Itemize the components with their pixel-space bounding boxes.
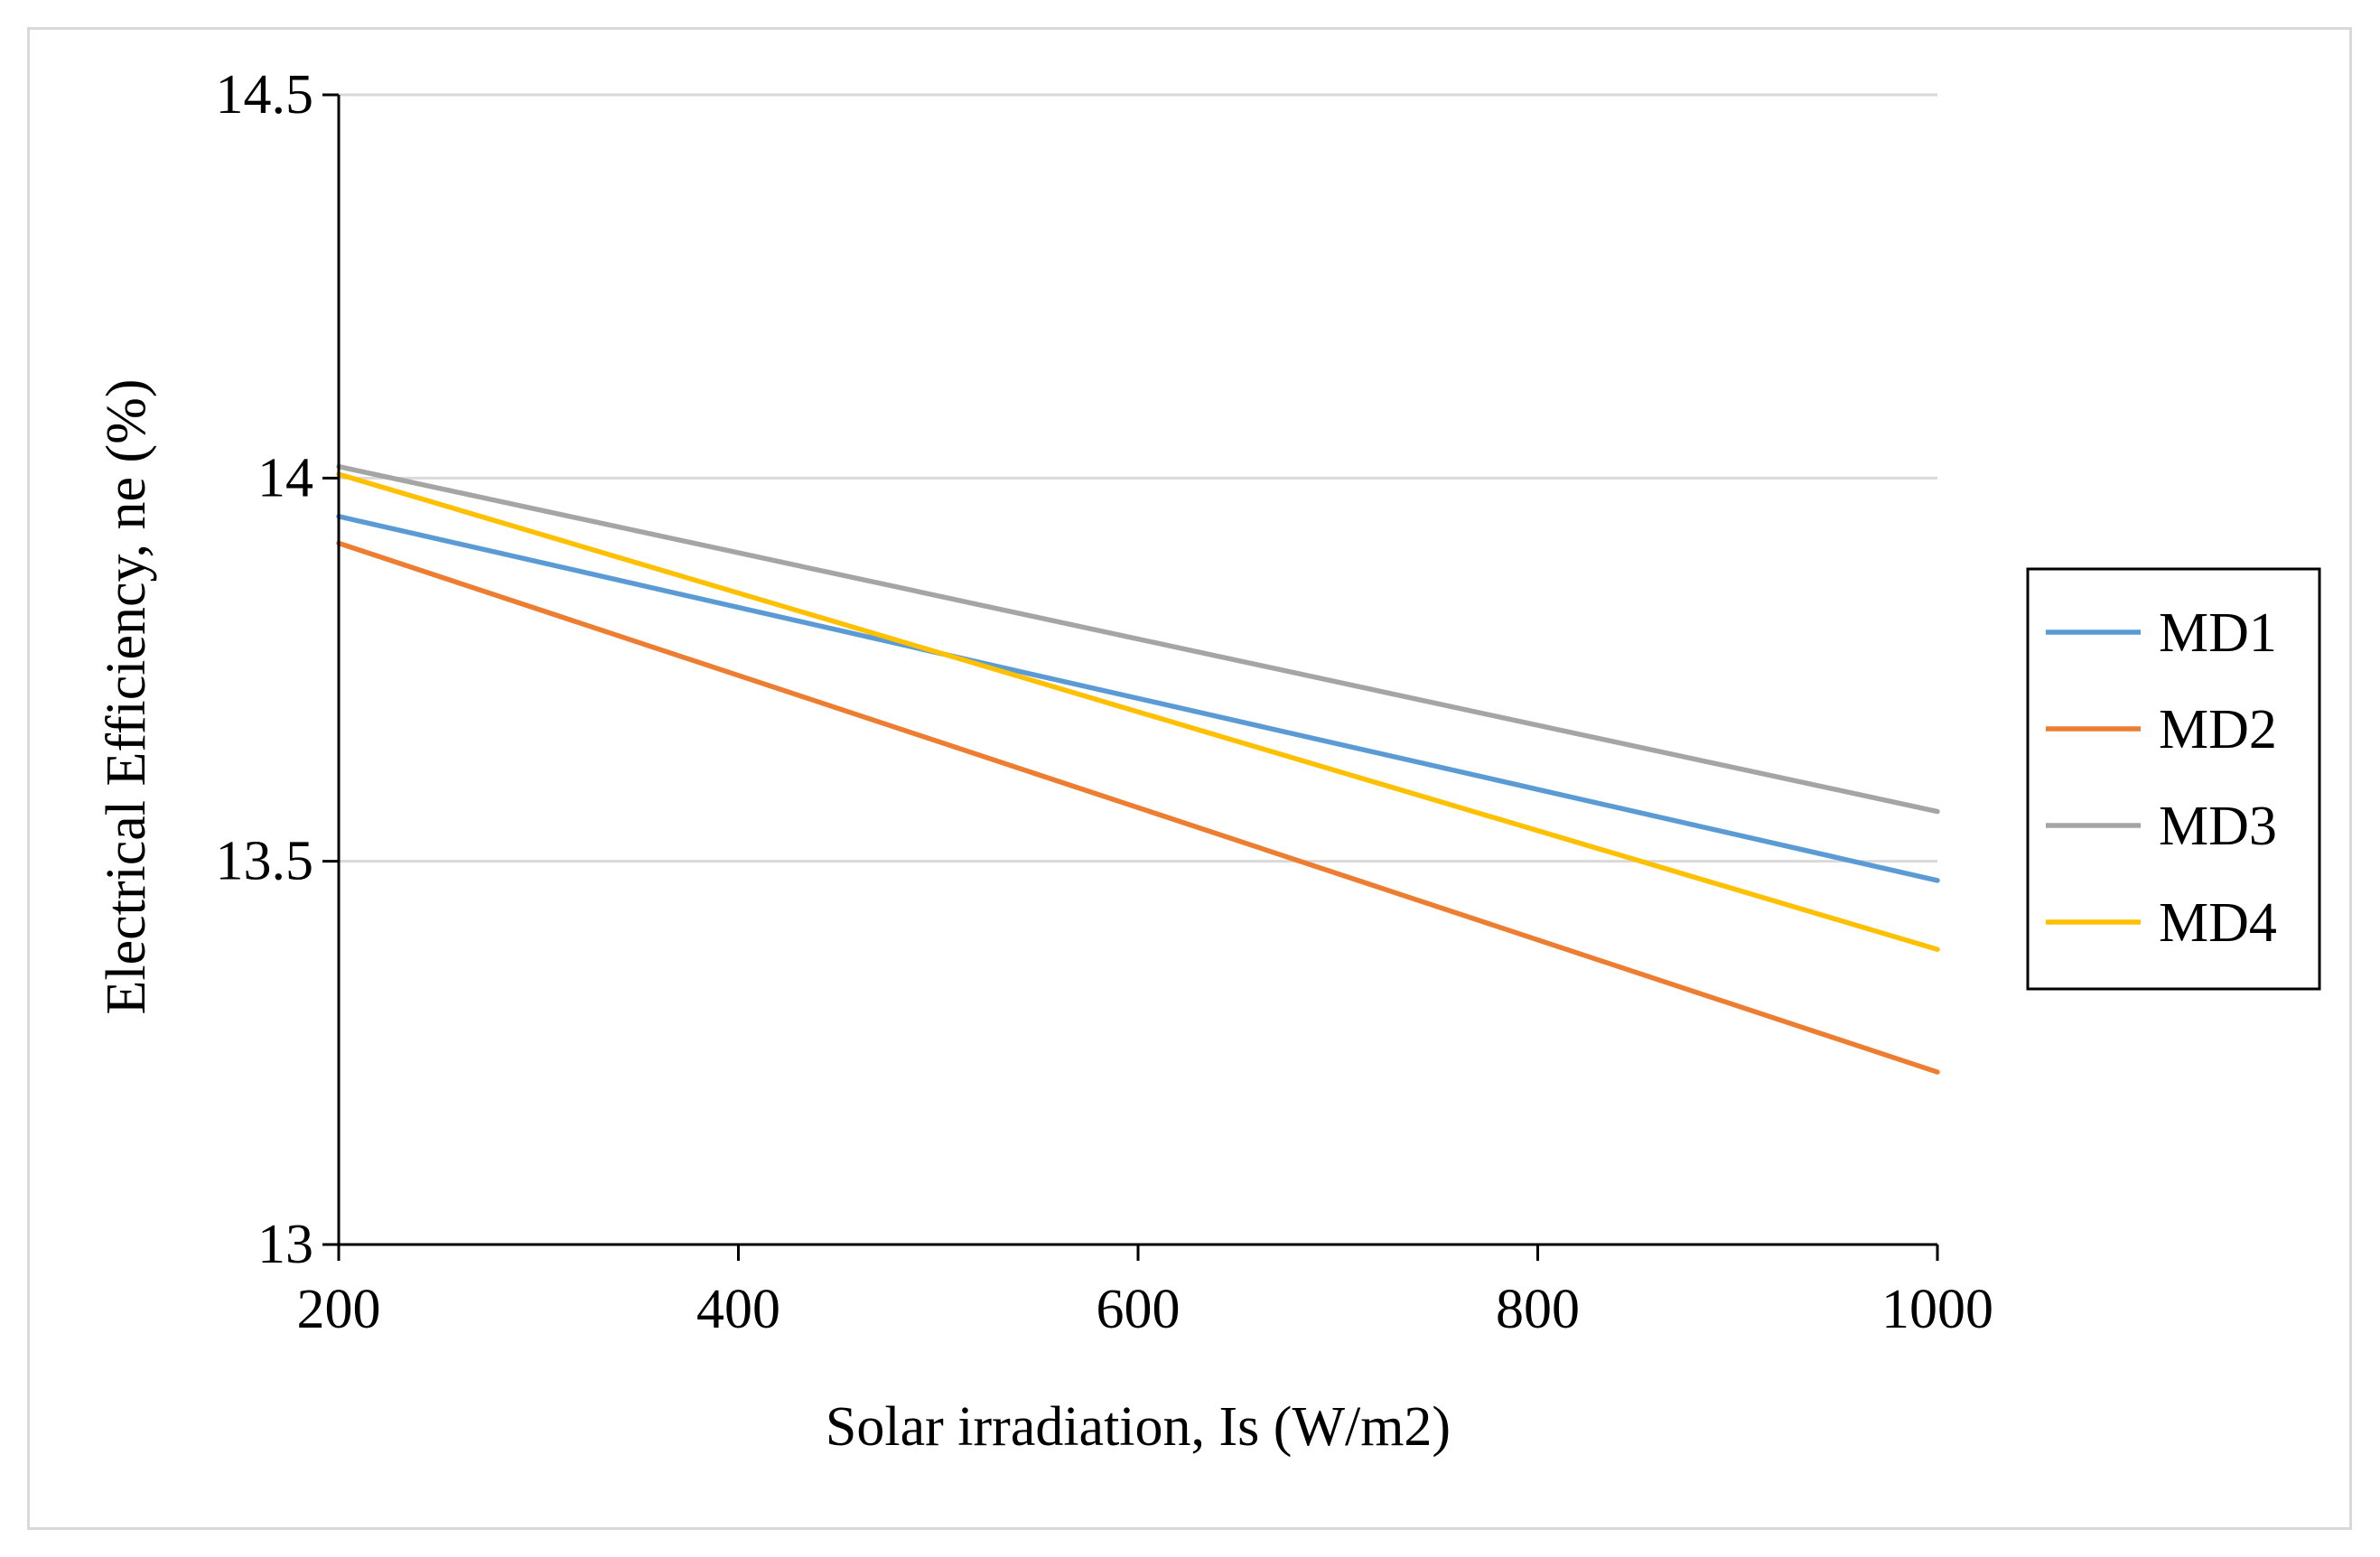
series-line-md4 <box>336 471 1940 953</box>
y-axis-title: Electrical Efficiency, ne (%) <box>96 379 157 1015</box>
x-tick-label: 400 <box>696 1279 780 1340</box>
y-tick-label: 13 <box>257 1214 313 1275</box>
legend-label-md1: MD1 <box>2159 602 2277 664</box>
axes <box>337 95 1937 1246</box>
x-tick-label: 600 <box>1097 1279 1181 1340</box>
y-tick-label: 14 <box>257 447 313 508</box>
y-tick-label: 14.5 <box>216 64 314 126</box>
series-line-md2 <box>336 540 1940 1075</box>
legend-label-md4: MD4 <box>2159 892 2277 954</box>
series-line-md1 <box>336 514 1940 883</box>
legend-label-md2: MD2 <box>2159 699 2277 760</box>
y-tick-label: 13.5 <box>216 831 314 892</box>
legend-box <box>2026 567 2321 991</box>
x-axis-title: Solar irradiation, Is (W/m2) <box>826 1396 1451 1458</box>
x-tick-label: 1000 <box>1881 1279 1993 1340</box>
legend-label-md3: MD3 <box>2159 796 2277 857</box>
series-line-md3 <box>336 463 1940 815</box>
chart-frame <box>27 27 2352 1530</box>
series-lines <box>336 463 1940 1075</box>
ticks: 13 13.5 14 14.5 200 400 600 800 1000 <box>216 64 1994 1340</box>
legend: MD1 MD2 MD3 MD4 <box>2026 567 2321 991</box>
gridlines <box>339 93 1937 863</box>
x-tick-label: 800 <box>1496 1279 1580 1340</box>
x-tick-label: 200 <box>297 1279 381 1340</box>
